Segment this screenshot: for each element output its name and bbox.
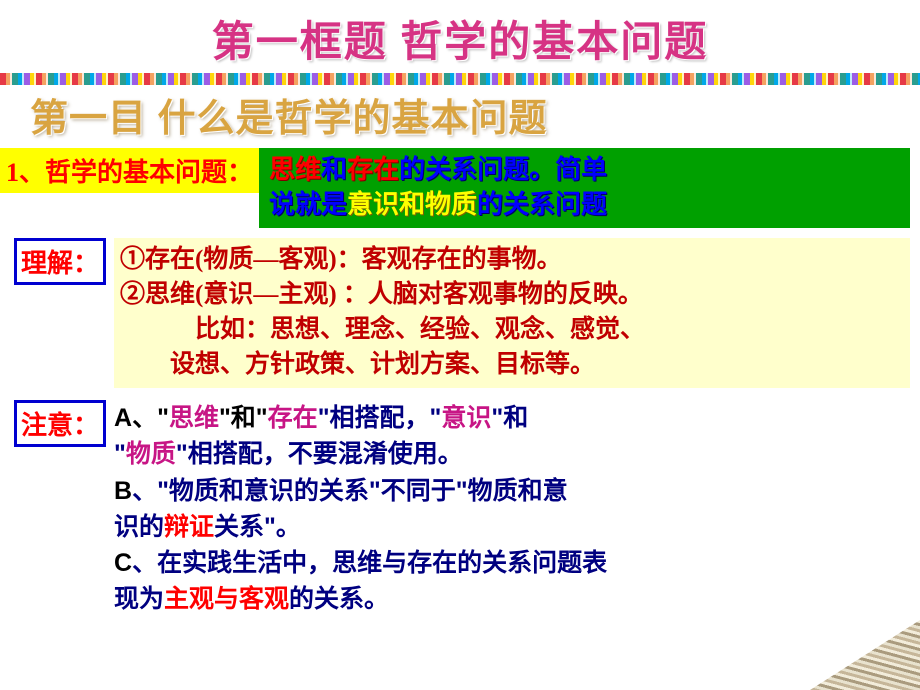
understand-label: 理解： <box>14 238 106 285</box>
term-consciousness-matter: 意识和物质 <box>347 190 477 219</box>
b2-t3: 关系"。 <box>214 513 301 541</box>
a-t3: "和" <box>219 404 268 432</box>
decorative-divider <box>0 73 920 85</box>
understand-line4: 设想、方针政策、计划方案、目标等。 <box>120 347 900 382</box>
section1-label: 1、哲学的基本问题： <box>0 148 259 193</box>
b-dialectic: 辩证 <box>164 513 214 541</box>
a-consciousness: 意识 <box>441 404 491 432</box>
attention-label: 注意： <box>14 400 106 447</box>
letter-a: A <box>114 404 132 432</box>
page-curl-decoration <box>810 620 920 690</box>
note-a-line2: "物质"相搭配，不要混淆使用。 <box>114 436 900 472</box>
main-title: 第一框题 哲学的基本问题 <box>0 0 920 69</box>
note-c-line2: 现为主观与客观的关系。 <box>114 581 900 617</box>
note-a-line1: A、"思维"和"存在"相搭配，"意识"和 <box>114 400 900 436</box>
c-subjective-objective: 主观与客观 <box>164 585 289 613</box>
section-attention: 注意： A、"思维"和"存在"相搭配，"意识"和 "物质"相搭配，不要混淆使用。… <box>0 400 920 618</box>
section-basic-question: 1、哲学的基本问题： 思维和存在的关系问题。简单 说就是意识和物质的关系问题 <box>0 148 920 228</box>
attention-content: A、"思维"和"存在"相搭配，"意识"和 "物质"相搭配，不要混淆使用。 B、"… <box>114 400 920 618</box>
understand-line1: ①存在(物质—客观)：客观存在的事物。 <box>120 242 900 277</box>
section-understand: 理解： ①存在(物质—客观)：客观存在的事物。 ②思维(意识—主观) ：人脑对客… <box>0 238 920 388</box>
note-b-line2: 识的辩证关系"。 <box>114 509 900 545</box>
letter-c: C <box>114 549 132 577</box>
term-thinking: 思维 <box>269 155 321 184</box>
c-t1: 、在实践生活中，思维与存在的关系问题表 <box>132 549 607 577</box>
text-relation2: 的关系问题 <box>477 190 607 219</box>
a-t1: 、" <box>132 404 169 432</box>
a-t5: "相搭配，" <box>318 404 442 432</box>
a2-t3: "相搭配，不要混淆使用。 <box>176 440 463 468</box>
a-matter: 物质 <box>126 440 176 468</box>
understand-line3: 比如：思想、理念、经验、观念、感觉、 <box>120 312 900 347</box>
a2-t1: " <box>114 440 126 468</box>
c2-t1: 现为 <box>114 585 164 613</box>
b2-t1: 识的 <box>114 513 164 541</box>
note-b-line1: B、"物质和意识的关系"不同于"物质和意 <box>114 473 900 509</box>
note-c-line1: C、在实践生活中，思维与存在的关系问题表 <box>114 545 900 581</box>
a-existence: 存在 <box>268 404 318 432</box>
sub-title: 第一目 什么是哲学的基本问题 <box>0 87 920 142</box>
text-relation1: 的关系问题。简单 <box>399 155 607 184</box>
b-t1: 、"物质和意识的关系"不同于"物质和意 <box>132 477 568 505</box>
a-t7: "和 <box>491 404 528 432</box>
term-existence: 存在 <box>347 155 399 184</box>
a-thinking: 思维 <box>169 404 219 432</box>
text-thatis: 说就是 <box>269 190 347 219</box>
understand-line2: ②思维(意识—主观) ：人脑对客观事物的反映。 <box>120 277 900 312</box>
understand-content: ①存在(物质—客观)：客观存在的事物。 ②思维(意识—主观) ：人脑对客观事物的… <box>114 238 910 388</box>
definition-box: 思维和存在的关系问题。简单 说就是意识和物质的关系问题 <box>259 148 910 228</box>
letter-b: B <box>114 477 132 505</box>
text-and: 和 <box>321 155 347 184</box>
c2-t3: 的关系。 <box>289 585 389 613</box>
